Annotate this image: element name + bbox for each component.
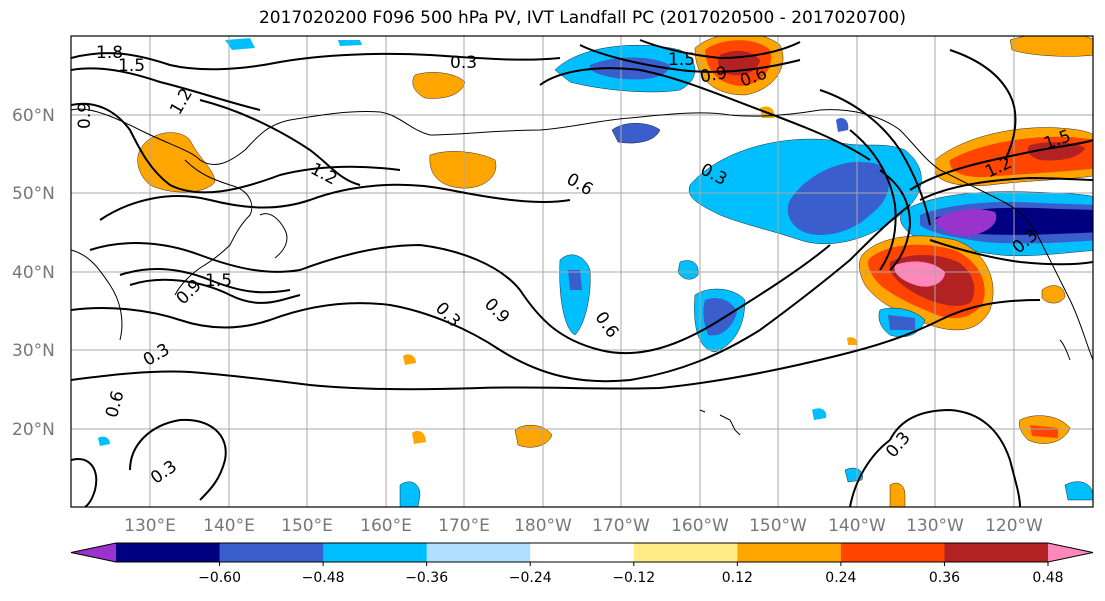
lon-label: 140°W bbox=[828, 516, 886, 536]
lat-label: 40°N bbox=[12, 263, 55, 283]
colorbar-outline bbox=[70, 542, 1094, 563]
lon-label: 160°E bbox=[360, 516, 412, 536]
contour-label: 1.5 bbox=[205, 271, 232, 291]
lon-label: 120°W bbox=[985, 516, 1043, 536]
contour-label: 1.5 bbox=[118, 56, 145, 76]
colorbar-extend-min bbox=[71, 543, 116, 562]
contour-label: 0.3 bbox=[450, 53, 477, 73]
colorbar-segment bbox=[944, 543, 1049, 562]
lat-label: 30°N bbox=[12, 341, 55, 361]
colorbar-segment bbox=[116, 543, 221, 562]
colorbar-segment bbox=[840, 543, 945, 562]
colorbar-tick-label: −0.36 bbox=[405, 570, 448, 586]
colorbar-segment bbox=[426, 543, 531, 562]
colorbar-segment bbox=[530, 543, 635, 562]
lat-label: 60°N bbox=[12, 106, 55, 126]
pv-contours bbox=[71, 39, 1093, 507]
colorbar-tick-label: 0.48 bbox=[1032, 570, 1063, 586]
lon-label: 170°W bbox=[592, 516, 650, 536]
lon-label: 130°E bbox=[124, 516, 176, 536]
colorbar-labels: −0.60 −0.48 −0.36 −0.24 −0.12 0.12 0.24 0.36 0.4… bbox=[198, 562, 1064, 586]
colorbar-tick-label: −0.12 bbox=[612, 570, 655, 586]
colorbar-tick-label: −0.60 bbox=[198, 570, 241, 586]
contour-label: 1.8 bbox=[96, 43, 123, 63]
lat-label: 20°N bbox=[12, 420, 55, 440]
graticule bbox=[71, 36, 1093, 507]
lon-label: 130°W bbox=[906, 516, 964, 536]
lon-label: 170°E bbox=[438, 516, 490, 536]
lon-label: 160°W bbox=[671, 516, 729, 536]
longitude-labels: 130°E 140°E 150°E 160°E 170°E 180°W 170°… bbox=[124, 516, 1043, 536]
colorbar-segment bbox=[737, 543, 842, 562]
colorbar bbox=[70, 542, 1094, 563]
pc-shading bbox=[98, 36, 1093, 507]
colorbar-tick-label: 0.12 bbox=[722, 570, 753, 586]
colorbar-segment bbox=[323, 543, 428, 562]
lon-label: 150°W bbox=[749, 516, 807, 536]
lon-label: 140°E bbox=[203, 516, 255, 536]
colorbar-tick-label: −0.24 bbox=[509, 570, 552, 586]
coastlines bbox=[71, 108, 1093, 436]
lon-label: 180°W bbox=[514, 516, 572, 536]
colorbar-tick-label: −0.48 bbox=[302, 570, 345, 586]
contour-label: 0.9 bbox=[75, 102, 95, 129]
map-frame bbox=[70, 35, 1094, 508]
lon-label: 150°E bbox=[281, 516, 333, 536]
contour-label: 0.9 bbox=[698, 63, 728, 87]
latitude-labels: 60°N 50°N 40°N 30°N 20°N bbox=[12, 106, 55, 440]
map-title: 2017020200 F096 500 hPa PV, IVT Landfall… bbox=[258, 8, 906, 28]
colorbar-tick-label: 0.24 bbox=[825, 570, 856, 586]
colorbar-segment bbox=[219, 543, 324, 562]
lat-label: 50°N bbox=[12, 184, 55, 204]
colorbar-segment bbox=[633, 543, 738, 562]
contour-label: 1.5 bbox=[668, 50, 695, 70]
colorbar-tick-label: 0.36 bbox=[929, 570, 960, 586]
colorbar-extend-max bbox=[1048, 543, 1093, 562]
